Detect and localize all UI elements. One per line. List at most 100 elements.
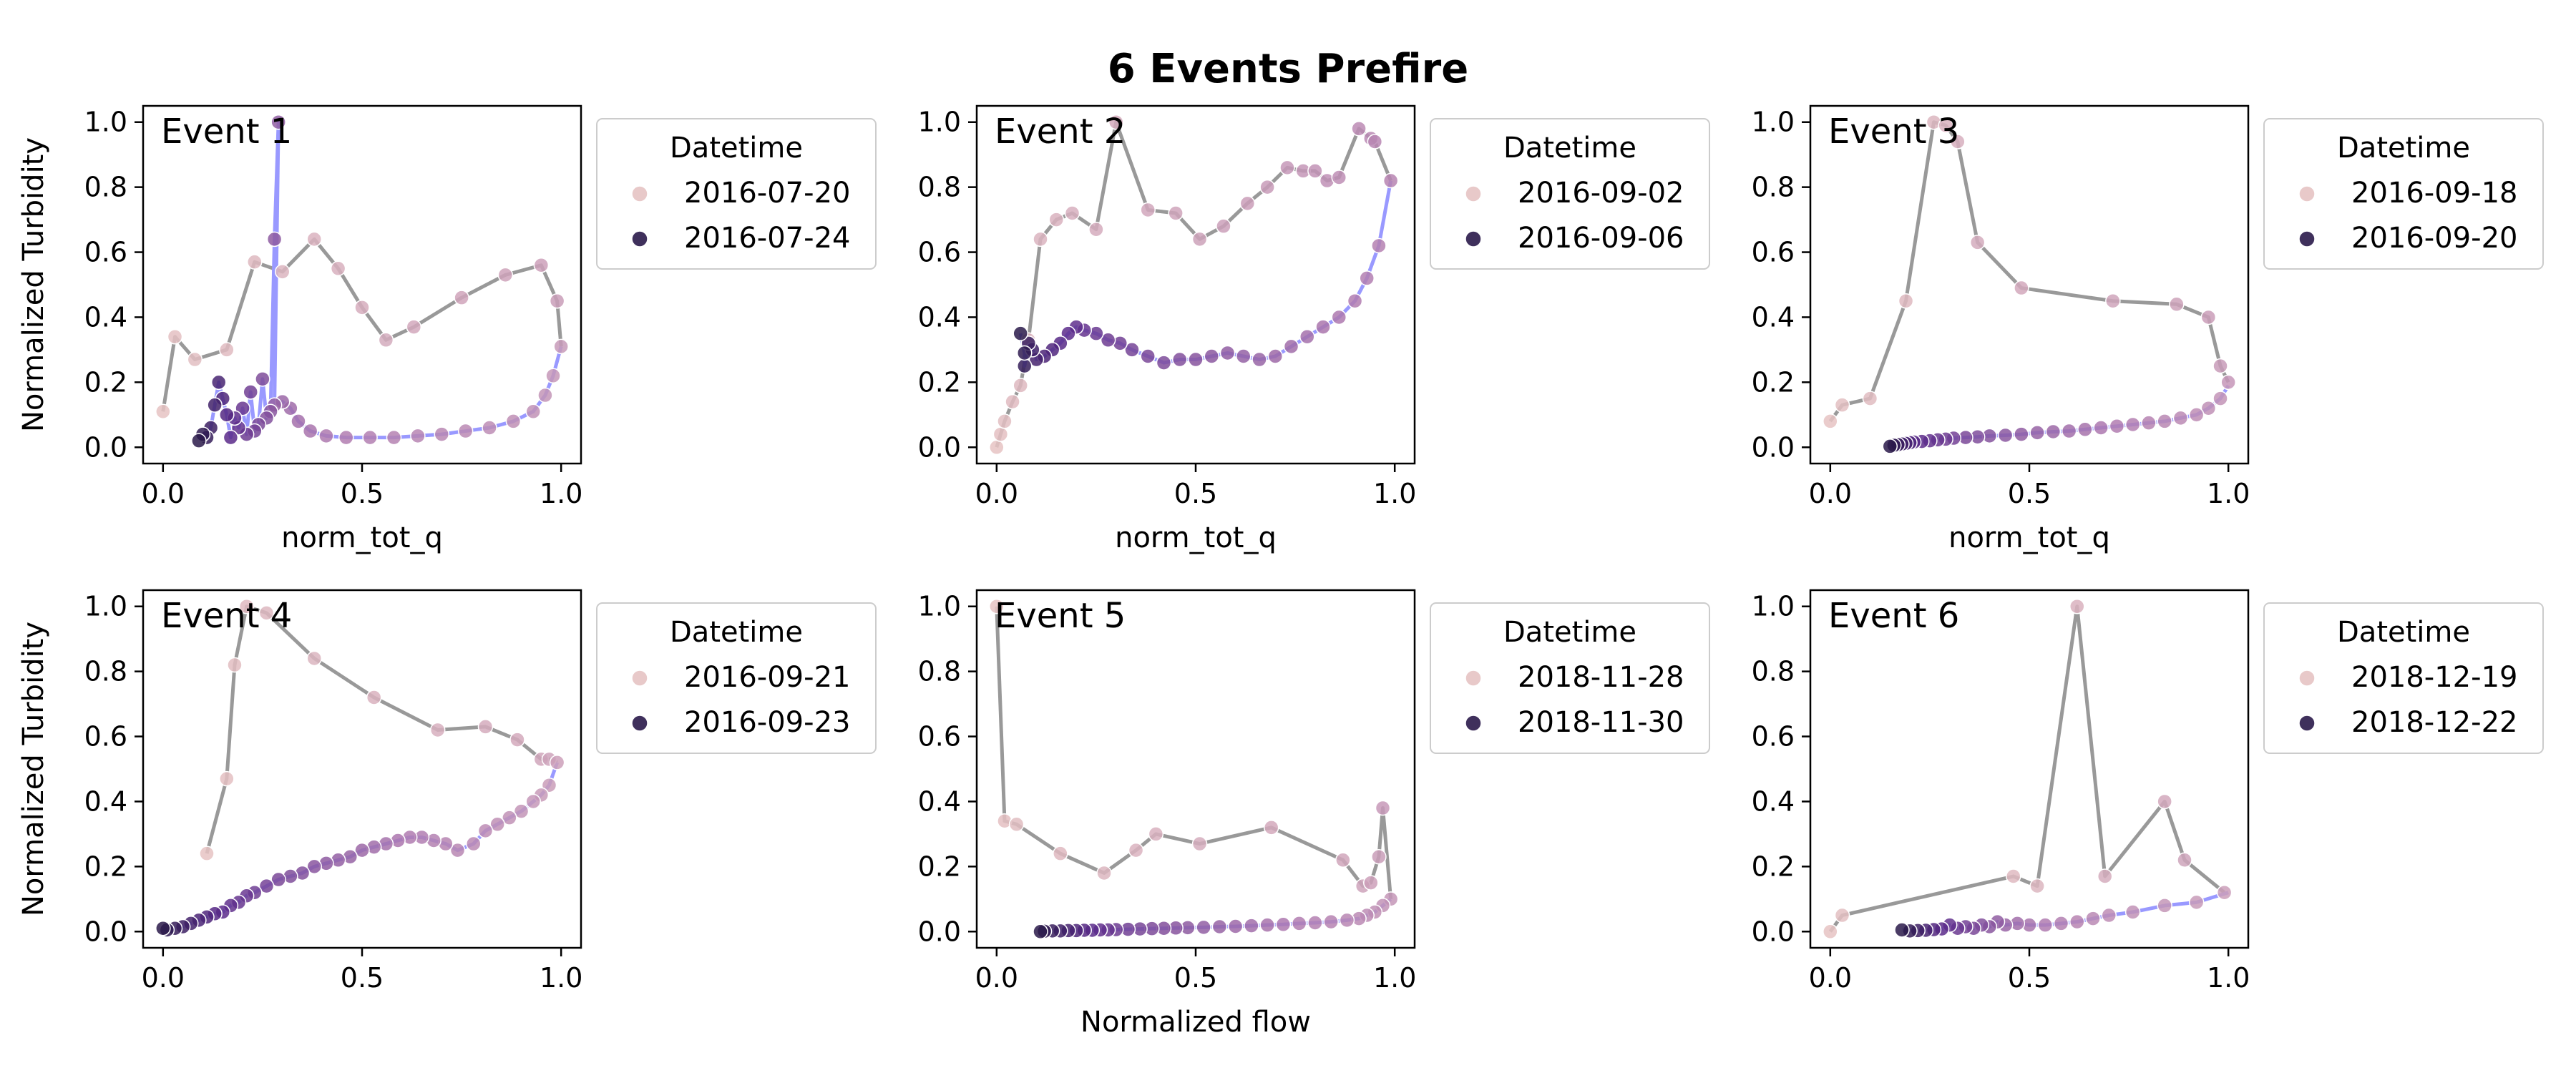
data-point: [338, 429, 354, 446]
x-tick-label: 0.5: [2008, 962, 2051, 994]
data-point: [2200, 309, 2217, 325]
panels: 0.0 0.5 1.0 0.0 0.2 0.4 0.6 0.8 1.0 norm_tot_q Nor…: [17, 104, 2544, 1039]
legend-marker: [2298, 670, 2316, 687]
data-point: [1017, 345, 1033, 361]
data-point: [2216, 884, 2233, 901]
legend-entry: 2018-12-22: [2351, 706, 2517, 739]
y-tick-label: 1.0: [1752, 591, 1795, 622]
data-point: [306, 231, 322, 248]
data-point: [992, 426, 1009, 442]
data-point: [191, 433, 207, 449]
data-point: [155, 920, 171, 936]
y-tick-label: 0.0: [918, 916, 961, 947]
data-point: [2212, 358, 2228, 374]
legend-marker: [631, 670, 648, 687]
x-axis-label: norm_tot_q: [281, 521, 443, 554]
x-tick-label: 1.0: [1373, 478, 1416, 509]
data-point: [2085, 911, 2101, 926]
data-point: [167, 328, 183, 345]
y-tick-label: 0.0: [1752, 431, 1795, 463]
data-point: [1359, 270, 1375, 286]
data-point: [330, 260, 346, 277]
plot-area: [155, 114, 569, 449]
data-point: [155, 403, 171, 420]
event-label: Event 6: [1828, 596, 1959, 636]
legend: Datetime 2016-09-18 2016-09-20: [2263, 118, 2544, 270]
data-point: [457, 423, 474, 439]
data-point: [1938, 117, 1953, 134]
legend-entry: 2016-07-24: [684, 222, 850, 255]
data-point: [525, 403, 541, 420]
x-tick-label: 0.5: [1174, 478, 1217, 509]
plot-frame: [1809, 104, 2250, 465]
legend-entry: 2018-11-30: [1518, 706, 1684, 739]
data-point: [1168, 205, 1184, 221]
x-axis-label: norm_tot_q: [1115, 521, 1277, 554]
data-point: [1008, 816, 1025, 833]
data-point: [1323, 913, 1339, 930]
data-point: [549, 293, 565, 309]
data-point: [2053, 916, 2069, 931]
data-point: [1140, 348, 1156, 364]
y-tick-label: 0.0: [918, 431, 961, 463]
y-tick-label: 1.0: [1752, 107, 1795, 138]
data-point: [1259, 917, 1275, 933]
event-label: Event 1: [161, 112, 292, 152]
x-tick-label: 0.5: [341, 962, 384, 994]
data-point: [219, 342, 235, 358]
y-tick-label: 0.4: [1752, 301, 1795, 333]
data-point: [2188, 894, 2205, 911]
y-tick-label: 0.4: [918, 785, 961, 817]
data-point: [1263, 820, 1279, 836]
data-point: [1834, 907, 1850, 923]
legend-entry: 2018-11-28: [1518, 661, 1684, 694]
y-tick-label: 1.0: [84, 591, 127, 622]
data-point: [2077, 421, 2093, 438]
data-point: [406, 319, 422, 335]
data-point: [2124, 904, 2141, 920]
data-point: [2124, 416, 2141, 433]
data-point: [354, 300, 370, 315]
data-point: [318, 428, 334, 444]
data-point: [1227, 918, 1244, 934]
x-tick-label: 0.0: [142, 478, 185, 509]
y-tick-label: 0.2: [84, 366, 127, 398]
plot-area: [1823, 114, 2236, 454]
data-point: [1124, 342, 1140, 358]
data-point: [266, 231, 283, 248]
data-point: [533, 257, 550, 273]
y-tick-label: 0.6: [1752, 721, 1795, 753]
data-point: [449, 842, 466, 858]
y-tick-label: 0.6: [918, 237, 961, 268]
chart-panel-4: 0.0 0.5 1.0 0.0 0.2 0.4 0.6 0.8 1.0 Normalized Tu…: [17, 589, 877, 994]
data-point: [1331, 309, 1347, 325]
legend: Datetime 2016-07-20 2016-07-24: [596, 118, 877, 270]
data-point: [1211, 918, 1228, 935]
rising-limb-line: [161, 237, 563, 412]
y-tick-label: 0.8: [1752, 656, 1795, 687]
event-label: Event 4: [161, 596, 292, 636]
data-point: [2220, 374, 2236, 391]
legend-marker: [1465, 185, 1482, 202]
data-point: [1033, 923, 1048, 940]
data-point: [1347, 293, 1363, 309]
data-point: [1371, 848, 1387, 865]
legend-marker: [631, 715, 648, 732]
data-point: [545, 368, 561, 384]
y-tick-label: 0.4: [1752, 785, 1795, 817]
data-point: [1307, 163, 1323, 179]
data-point: [1188, 351, 1204, 368]
chart-panel-3: 0.0 0.5 1.0 0.0 0.2 0.4 0.6 0.8 1.0 norm_tot_q Eve…: [1752, 104, 2544, 554]
data-point: [219, 407, 235, 423]
data-point: [2101, 907, 2117, 923]
legend-entry: 2016-09-02: [1518, 177, 1684, 210]
data-point: [187, 351, 203, 368]
data-point: [466, 836, 482, 852]
data-point: [410, 428, 426, 444]
data-point: [1236, 348, 1252, 364]
data-point: [1371, 237, 1387, 254]
y-tick-label: 0.0: [84, 431, 127, 463]
data-point: [509, 732, 525, 748]
legend-marker: [1465, 715, 1482, 732]
data-point: [2037, 917, 2054, 933]
